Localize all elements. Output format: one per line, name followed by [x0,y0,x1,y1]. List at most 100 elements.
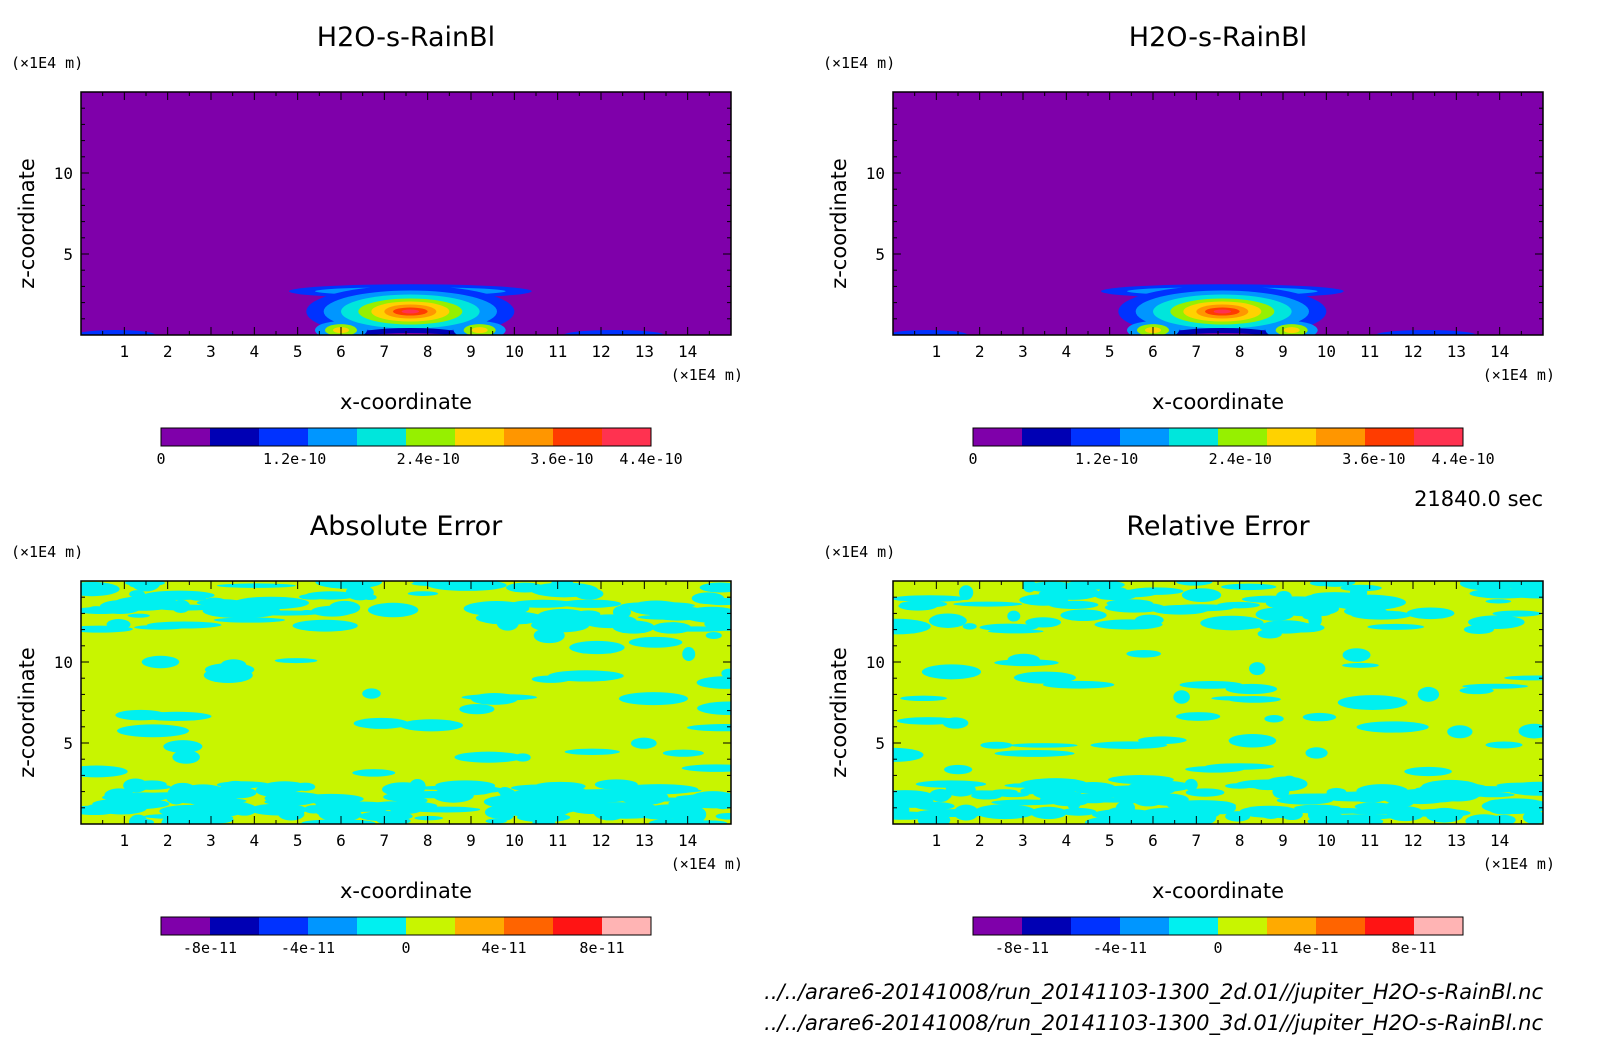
contour-patch [405,797,420,810]
x-tick-label: 11 [548,342,567,361]
contour-patch [1447,725,1473,739]
contour-patch [163,740,203,753]
x-tick-label: 10 [1317,342,1336,361]
x-tick-label: 14 [1490,831,1509,850]
contour-patch [1173,690,1190,704]
x-tick-label: 9 [1278,831,1288,850]
y-tick-label: 10 [866,164,885,183]
colorbar-swatch [259,428,309,446]
x-tick-label: 3 [206,342,216,361]
contour-patch [1249,662,1266,676]
y-axis-label: z-coordinate [827,647,851,778]
contour-patch [893,811,934,820]
contour-patch [427,581,507,591]
x-tick-label: 13 [1447,342,1466,361]
contour-patch [648,818,710,824]
contour-patch [551,581,574,592]
contour-patch [1060,807,1097,816]
contour-patch [994,749,1075,757]
contour-patch [953,601,1023,607]
x-tick-label: 12 [1403,342,1422,361]
contour-patch [893,595,968,602]
x-tick-label: 9 [1278,342,1288,361]
colorbar-tick-label: 1.2e-10 [263,450,326,468]
contour-patch [1293,807,1373,814]
colorbar-swatch [1316,428,1366,446]
contour-band [401,309,420,314]
x-tick-label: 13 [635,342,654,361]
contour-patch [1410,808,1471,818]
contour-patch [105,600,140,606]
contour-patch [962,623,977,630]
colorbar-swatch [210,428,260,446]
contour-patch [893,794,934,808]
contour-patch [1351,610,1412,620]
contour-patch [187,815,217,824]
x-tick-label: 1 [932,342,942,361]
y-unit-label: (×1E4 m) [823,543,895,561]
x-tick-label: 6 [336,342,346,361]
x-axis-label: x-coordinate [1152,879,1284,903]
colorbar-swatch [1267,428,1317,446]
x-tick-label: 11 [548,831,567,850]
contour-patch [1059,793,1126,799]
contour-band [1163,328,1282,335]
x-tick-label: 2 [975,831,985,850]
contour-patch [1030,806,1067,820]
contour-patch [1185,788,1225,797]
x-unit-label: (×1E4 m) [1483,855,1555,873]
x-tick-label: 12 [591,342,610,361]
contour-patch [1487,799,1526,805]
x-tick-label: 1 [120,831,130,850]
colorbar-swatch [1414,428,1464,446]
colorbar-swatch [1218,917,1268,935]
contour-patch [81,765,128,778]
contour-patch [1092,809,1158,821]
colorbar-tick-label: 1.2e-10 [1075,450,1138,468]
x-tick-label: 8 [423,831,433,850]
y-tick-label: 10 [866,653,885,672]
colorbar-frame [160,427,652,447]
contour-patch [536,608,590,625]
chart-panel-4: Relative Error(×1E4 m)1 2 3 4 5 6 7 8 9 10 11 12 13 1… [823,511,1555,957]
contour-patch [1184,778,1198,791]
x-tick-label: 10 [1317,831,1336,850]
x-tick-label: 7 [380,831,390,850]
contour-patch [953,804,979,821]
contour-patch [353,717,409,729]
x-tick-label: 2 [163,342,173,361]
colorbar-swatch [504,428,554,446]
contour-patch [1175,712,1221,721]
contour-patch [705,631,722,640]
y-tick-label: 10 [54,164,73,183]
x-tick-label: 8 [423,342,433,361]
contour-patch [900,695,947,702]
contour-patch [141,655,180,669]
contour-patch [129,590,146,598]
contour-patch [1020,787,1038,795]
x-tick-label: 1 [932,831,942,850]
contour-patch [1502,586,1543,599]
contour-patch [1342,662,1379,668]
colorbar-swatch [455,428,505,446]
contour-patch [658,626,731,632]
x-tick-label: 3 [206,831,216,850]
contour-patch [439,797,453,802]
contour-patch [618,692,688,706]
contour-patch [1104,602,1165,613]
contour-patch [311,605,354,617]
contour-patch [945,782,976,797]
contour-patch [682,606,731,623]
contour-patch [1340,584,1382,592]
contour-patch [1505,781,1543,796]
y-tick-label: 5 [63,734,73,753]
contour-patch [1417,686,1440,702]
contour-patch [461,694,537,701]
chart-title: Absolute Error [310,511,503,542]
colorbar-swatch [1120,917,1170,935]
contour-patch [1302,712,1337,722]
y-unit-label: (×1E4 m) [11,54,83,72]
contour-patch [539,802,573,815]
x-tick-label: 14 [1490,342,1509,361]
contour-patch [1151,604,1209,615]
